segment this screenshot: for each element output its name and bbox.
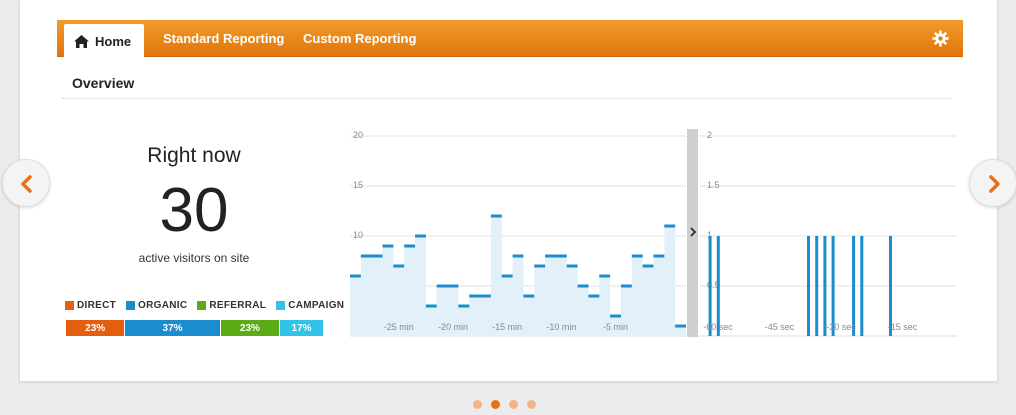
data-step — [555, 254, 567, 258]
data-step — [642, 264, 654, 268]
tab-standard-reporting[interactable]: Standard Reporting — [163, 31, 285, 46]
data-step — [610, 314, 621, 318]
data-bar — [831, 236, 835, 336]
right-now-title: Right now — [147, 144, 241, 167]
x-tick-label: -5 min — [603, 322, 628, 332]
data-bar — [708, 236, 712, 336]
gear-icon[interactable] — [932, 30, 949, 47]
chevron-right-icon — [690, 227, 697, 237]
chevron-right-icon — [989, 175, 1000, 193]
legend-swatch — [276, 300, 286, 310]
home-icon — [74, 34, 89, 48]
data-step — [620, 284, 632, 288]
data-bar — [860, 236, 864, 336]
data-bar — [823, 236, 827, 336]
x-tick-label: -20 min — [438, 322, 468, 332]
source-segment-organic[interactable]: 37% — [125, 320, 221, 336]
carousel-pagination — [473, 400, 545, 409]
x-tick-label: -25 min — [384, 322, 414, 332]
legend-item-direct: DIRECT — [65, 299, 116, 311]
data-step — [360, 254, 372, 258]
x-tick-label: -45 sec — [765, 322, 795, 332]
data-step — [664, 224, 676, 228]
tab-home-label: Home — [95, 33, 132, 49]
legend-swatch — [197, 300, 207, 310]
data-step — [404, 244, 416, 248]
data-bar — [815, 236, 819, 336]
y-tick-label: 10 — [353, 230, 363, 240]
data-step — [534, 264, 546, 268]
data-step — [350, 274, 361, 278]
data-step — [415, 234, 426, 238]
data-step — [480, 294, 491, 298]
active-visitors-label: active visitors on site — [138, 251, 250, 265]
data-step — [588, 294, 600, 298]
y-tick-label: 0.5 — [707, 280, 720, 290]
data-step — [523, 294, 535, 298]
data-step — [490, 214, 502, 218]
x-tick-label: -60 sec — [703, 322, 733, 332]
data-step — [469, 294, 481, 298]
traffic-source-bar: 23% 37% 23% 17% — [66, 320, 324, 336]
source-segment-campaign[interactable]: 17% — [280, 320, 324, 336]
data-step — [501, 274, 513, 278]
legend-swatch — [126, 300, 136, 310]
source-segment-direct[interactable]: 23% — [66, 320, 126, 336]
data-step — [425, 304, 437, 308]
carousel-dot[interactable] — [509, 400, 518, 409]
chart-divider — [687, 129, 698, 337]
y-tick-label: 2 — [707, 130, 712, 140]
section-title-overview: Overview — [72, 75, 135, 91]
legend-item-referral: REFERRAL — [197, 299, 266, 311]
y-tick-label: 15 — [353, 180, 363, 190]
data-step — [512, 254, 524, 258]
data-step — [436, 284, 448, 288]
data-bar — [716, 236, 720, 336]
data-bar — [889, 236, 892, 336]
data-step — [382, 244, 394, 248]
data-step — [599, 274, 611, 278]
tab-home[interactable]: Home — [64, 24, 144, 58]
data-step — [653, 254, 665, 258]
data-bar — [807, 236, 810, 336]
y-tick-label: 1 — [707, 230, 712, 240]
active-visitor-count: 30 — [159, 176, 229, 245]
data-step — [458, 304, 470, 308]
y-tick-label: 20 — [353, 130, 363, 140]
x-tick-label: -30 sec — [826, 322, 856, 332]
data-step — [447, 284, 459, 288]
divider — [62, 98, 952, 99]
data-step — [545, 254, 556, 258]
carousel-dot-active[interactable] — [491, 400, 500, 409]
top-navbar: Home Standard Reporting Custom Reporting — [57, 20, 963, 58]
traffic-source-legend: DIRECT ORGANIC REFERRAL CAMPAIGN — [65, 299, 354, 311]
tab-custom-reporting[interactable]: Custom Reporting — [303, 31, 417, 46]
x-tick-label: -15 sec — [888, 322, 918, 332]
y-tick-label: 1.5 — [707, 180, 720, 190]
carousel-next-button[interactable] — [969, 159, 1016, 207]
legend-label: ORGANIC — [138, 299, 188, 311]
carousel-prev-button[interactable] — [2, 159, 50, 207]
legend-swatch — [65, 300, 74, 310]
data-bar — [852, 236, 856, 336]
data-step — [371, 254, 383, 258]
carousel-dot[interactable] — [527, 400, 536, 409]
source-segment-referral[interactable]: 23% — [220, 320, 281, 336]
legend-item-organic: ORGANIC — [126, 299, 187, 311]
data-step — [566, 264, 578, 268]
x-tick-label: -10 min — [546, 322, 576, 332]
realtime-chart: 5101520-25 min-20 min-15 min-10 min-5 mi… — [350, 129, 957, 337]
legend-item-campaign: CAMPAIGN — [276, 299, 344, 311]
chevron-left-icon — [21, 175, 32, 193]
data-step — [675, 324, 686, 328]
x-tick-label: -15 min — [492, 322, 522, 332]
data-step — [577, 284, 589, 288]
data-step — [631, 254, 643, 258]
legend-label: REFERRAL — [209, 299, 267, 311]
legend-label: DIRECT — [77, 299, 117, 311]
carousel-dot[interactable] — [473, 400, 482, 409]
legend-label: CAMPAIGN — [288, 299, 345, 311]
area-fill — [350, 216, 686, 336]
data-step — [393, 264, 405, 268]
